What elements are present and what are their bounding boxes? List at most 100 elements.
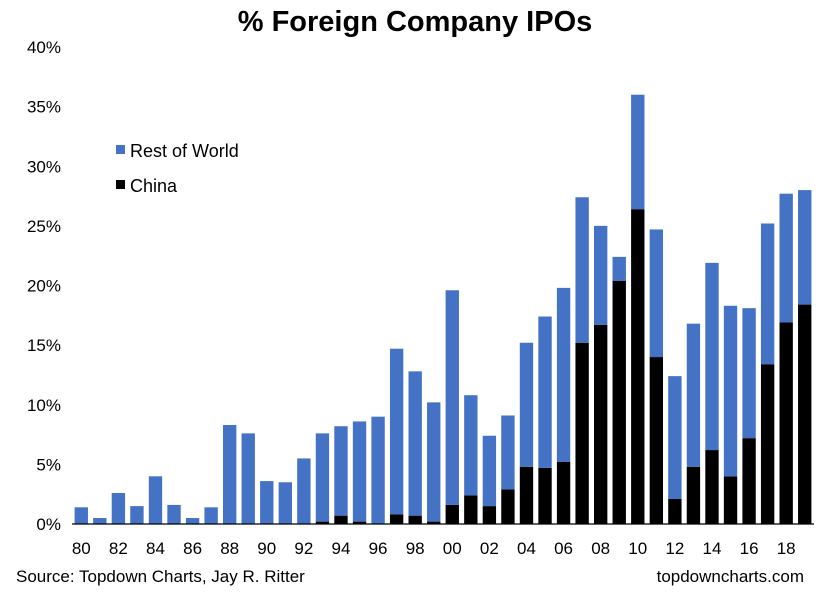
bar-rest-of-world — [705, 262, 719, 451]
bar-rest-of-world — [111, 493, 126, 524]
bar-rest-of-world — [241, 433, 255, 524]
bar-china — [501, 489, 515, 524]
x-tick-label: 82 — [109, 539, 128, 558]
bar-china — [334, 515, 348, 524]
x-tick-label: 84 — [146, 539, 165, 558]
bar-china — [352, 521, 367, 524]
bar-rest-of-world — [742, 308, 756, 439]
legend-label-rest-of-world: Rest of World — [130, 141, 239, 161]
x-tick-label: 90 — [257, 539, 276, 558]
bar-rest-of-world — [798, 190, 812, 305]
x-tick-label: 06 — [554, 539, 573, 558]
bar-rest-of-world — [464, 395, 478, 496]
bar-china — [631, 209, 645, 524]
x-axis-ticks: 80 82 84 86 88 90 92 94 96 98 00 02 04 06 08 10 12 14 16 18 — [72, 539, 796, 558]
y-tick-label: 20% — [27, 277, 61, 296]
bar-rest-of-world — [148, 476, 163, 524]
bar-rest-of-world — [612, 256, 626, 281]
x-tick-label: 10 — [628, 539, 647, 558]
bar-china — [723, 476, 738, 524]
bar-rest-of-world — [649, 229, 664, 358]
bar-rest-of-world — [334, 426, 348, 516]
site-note: topdowncharts.com — [656, 567, 804, 586]
bar-rest-of-world — [779, 193, 793, 323]
bar-rest-of-world — [278, 482, 293, 524]
bar-rest-of-world — [538, 316, 552, 468]
x-tick-label: 02 — [480, 539, 499, 558]
bar-china — [519, 466, 534, 524]
bar-rest-of-world — [74, 507, 88, 524]
bar-rest-of-world — [408, 371, 422, 516]
bar-rest-of-world — [445, 290, 459, 505]
legend: Rest of World China — [116, 141, 239, 196]
y-axis-ticks: 0% 5% 10% 15% 20% 25% 30% 35% 40% — [27, 38, 61, 534]
bar-rest-of-world — [631, 94, 645, 210]
y-tick-label: 10% — [27, 396, 61, 415]
bar-china — [742, 438, 756, 524]
bar-rest-of-world — [389, 348, 404, 515]
legend-swatch-rest-of-world — [116, 145, 125, 154]
bar-china — [779, 322, 793, 524]
x-tick-label: 94 — [332, 539, 351, 558]
bar-rest-of-world — [297, 458, 311, 524]
source-note: Source: Topdown Charts, Jay R. Ritter — [16, 567, 305, 586]
bar-china — [594, 324, 608, 524]
x-tick-label: 80 — [72, 539, 91, 558]
bar-china — [538, 467, 552, 524]
chart-title: % Foreign Company IPOs — [237, 6, 593, 38]
x-tick-label: 88 — [220, 539, 239, 558]
bar-rest-of-world — [760, 223, 775, 365]
x-tick-label: 12 — [665, 539, 684, 558]
bar-rest-of-world — [130, 506, 144, 524]
bar-rest-of-world — [427, 402, 441, 522]
y-tick-label: 5% — [36, 455, 61, 474]
bar-rest-of-world — [260, 481, 274, 524]
bar-rest-of-world — [556, 287, 571, 462]
bar-china — [389, 514, 404, 524]
bar-rest-of-world — [185, 518, 200, 524]
bar-china — [556, 461, 571, 524]
bar-china — [612, 280, 626, 524]
bar-china — [668, 498, 682, 524]
legend-label-china: China — [130, 176, 178, 196]
x-tick-label: 08 — [591, 539, 610, 558]
bars — [74, 94, 812, 524]
x-tick-label: 92 — [294, 539, 313, 558]
bar-rest-of-world — [371, 416, 385, 524]
x-tick-label: 98 — [406, 539, 425, 558]
bar-rest-of-world — [352, 421, 367, 522]
x-tick-label: 86 — [183, 539, 202, 558]
bar-china — [575, 342, 589, 524]
x-tick-label: 96 — [369, 539, 388, 558]
x-tick-label: 00 — [443, 539, 462, 558]
bar-rest-of-world — [93, 518, 107, 524]
x-tick-label: 14 — [703, 539, 722, 558]
bar-china — [760, 364, 775, 524]
bar-china — [798, 304, 812, 524]
bar-china — [408, 515, 422, 524]
x-tick-label: 16 — [740, 539, 759, 558]
bar-rest-of-world — [167, 504, 181, 524]
legend-swatch-china — [116, 180, 125, 189]
bar-china — [445, 504, 459, 524]
bar-rest-of-world — [594, 225, 608, 325]
bar-rest-of-world — [723, 305, 738, 477]
bar-rest-of-world — [575, 197, 589, 343]
x-tick-label: 18 — [777, 539, 796, 558]
y-tick-label: 35% — [27, 98, 61, 117]
bar-rest-of-world — [315, 433, 330, 522]
y-tick-label: 0% — [36, 515, 61, 534]
bar-china — [649, 357, 664, 524]
y-tick-label: 15% — [27, 336, 61, 355]
bar-china — [427, 521, 441, 524]
bar-china — [686, 466, 701, 524]
y-tick-label: 30% — [27, 157, 61, 176]
bar-china — [705, 450, 719, 524]
bar-rest-of-world — [204, 507, 218, 524]
x-tick-label: 04 — [517, 539, 536, 558]
bar-rest-of-world — [519, 342, 534, 467]
bar-rest-of-world — [686, 323, 701, 467]
bar-rest-of-world — [482, 435, 497, 507]
bar-rest-of-world — [501, 415, 515, 490]
